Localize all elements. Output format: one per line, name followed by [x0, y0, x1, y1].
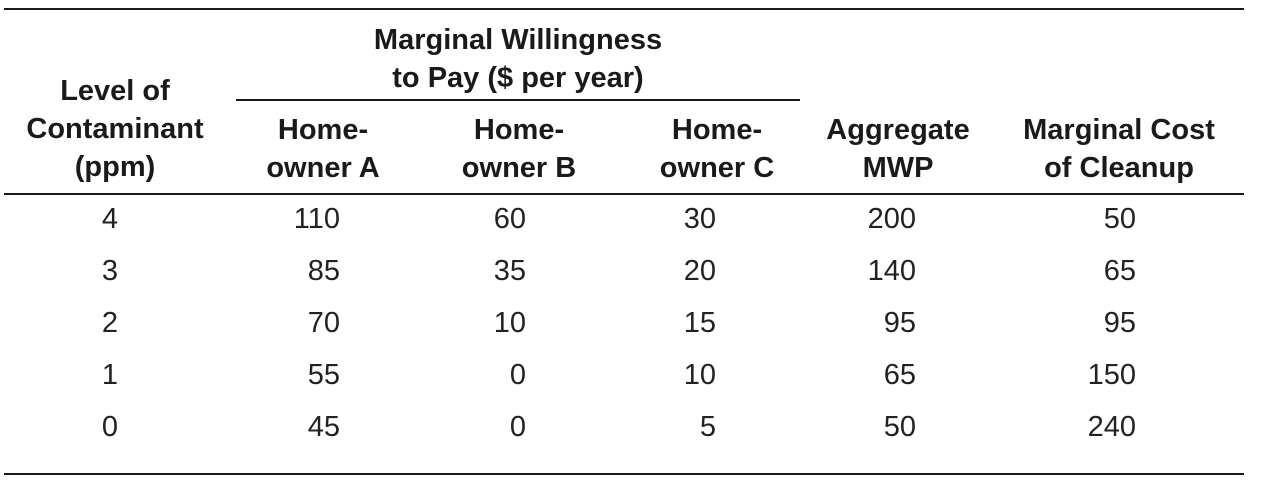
- cell-marginal-cost: 95: [1103, 307, 1136, 339]
- cell-homeowner-b: 10: [493, 307, 526, 339]
- cell-homeowner-a: 70: [307, 307, 340, 339]
- header-marginal-willingness-group: Marginal Willingness to Pay ($ per year): [373, 24, 663, 94]
- cell-aggregate-mwp: 95: [883, 307, 916, 339]
- header-homeowner-c: Home- owner C: [659, 114, 775, 184]
- cell-homeowner-a: 55: [307, 359, 340, 391]
- cell-level: 2: [101, 307, 119, 339]
- cell-homeowner-a: 110: [293, 203, 340, 235]
- cell-marginal-cost: 65: [1103, 255, 1136, 287]
- cell-homeowner-b: 0: [509, 411, 526, 443]
- table-bottom-rule: [4, 473, 1244, 475]
- cell-level: 1: [101, 359, 119, 391]
- table-top-rule: [4, 8, 1244, 10]
- header-aggregate-mwp: Aggregate MWP: [826, 114, 970, 184]
- cell-homeowner-b: 0: [509, 359, 526, 391]
- cell-homeowner-c: 30: [683, 203, 716, 235]
- cell-homeowner-c: 5: [699, 411, 716, 443]
- cell-aggregate-mwp: 65: [883, 359, 916, 391]
- header-level-of-contaminant: Level of Contaminant (ppm): [26, 75, 204, 183]
- header-marginal-cost-of-cleanup: Marginal Cost of Cleanup: [1023, 114, 1215, 184]
- header-bottom-rule: [4, 193, 1244, 195]
- header-homeowner-a: Home- owner A: [266, 114, 380, 184]
- cell-homeowner-a: 85: [307, 255, 340, 287]
- cell-aggregate-mwp: 50: [883, 411, 916, 443]
- cell-level: 4: [101, 203, 119, 235]
- cell-homeowner-b: 60: [493, 203, 526, 235]
- cell-homeowner-a: 45: [307, 411, 340, 443]
- cell-homeowner-c: 10: [683, 359, 716, 391]
- cell-level: 0: [101, 411, 119, 443]
- cell-aggregate-mwp: 140: [867, 255, 916, 287]
- cell-homeowner-c: 15: [683, 307, 716, 339]
- cell-aggregate-mwp: 200: [867, 203, 916, 235]
- cell-marginal-cost: 50: [1103, 203, 1136, 235]
- header-group-spanner-rule: [236, 99, 800, 101]
- cell-marginal-cost: 240: [1087, 411, 1136, 443]
- cell-marginal-cost: 150: [1087, 359, 1136, 391]
- cell-homeowner-b: 35: [493, 255, 526, 287]
- cell-homeowner-c: 20: [683, 255, 716, 287]
- header-homeowner-b: Home- owner B: [461, 114, 577, 184]
- cell-level: 3: [101, 255, 119, 287]
